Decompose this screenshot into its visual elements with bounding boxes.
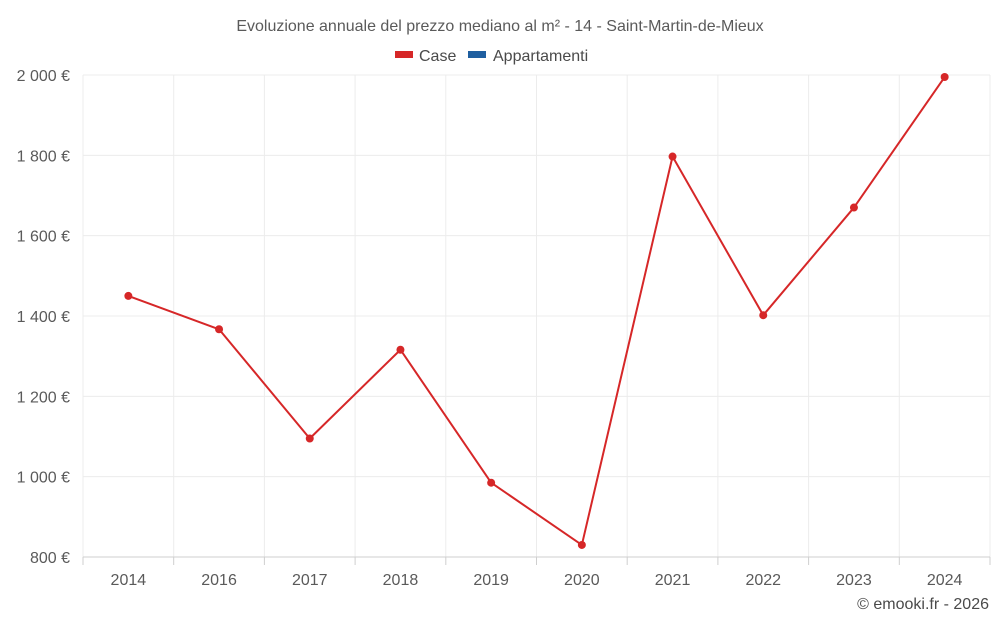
y-axis: 800 € 1 000 € 1 200 € 1 400 € 1 600 € 1 800 €… (17, 68, 70, 567)
legend-label: Appartamenti (493, 48, 588, 65)
legend-swatch (468, 51, 486, 58)
x-tick-label: 2014 (111, 572, 147, 589)
x-tick-label: 2023 (836, 572, 872, 589)
data-point (305, 434, 314, 443)
x-tick-label: 2021 (655, 572, 691, 589)
x-tick-label: 2018 (383, 572, 419, 589)
data-point (487, 478, 496, 487)
grid (82, 74, 991, 557)
data-point (124, 291, 133, 300)
data-point (849, 203, 858, 212)
legend-swatch (395, 51, 413, 58)
data-point (396, 345, 405, 354)
y-tick-label: 1 000 € (17, 470, 70, 487)
chart-title: Evoluzione annuale del prezzo mediano al… (236, 18, 763, 35)
y-tick-label: 1 200 € (17, 389, 70, 406)
x-tick-label: 2016 (201, 572, 237, 589)
y-tick-label: 800 € (30, 550, 70, 567)
x-tick-label: 2024 (927, 572, 963, 589)
y-tick-label: 1 600 € (17, 229, 70, 246)
x-tick-label: 2019 (473, 572, 509, 589)
series-line (128, 76, 946, 546)
data-point (215, 325, 224, 334)
data-point (668, 152, 677, 161)
x-tick-label: 2017 (292, 572, 328, 589)
x-tick-label: 2022 (745, 572, 781, 589)
y-tick-label: 2 000 € (17, 68, 70, 85)
x-tick-label: 2020 (564, 572, 600, 589)
data-point (940, 73, 949, 82)
y-tick-label: 1 800 € (17, 148, 70, 165)
series-layer (124, 73, 949, 549)
y-tick-label: 1 400 € (17, 309, 70, 326)
credit-text: © emooki.fr - 2026 (857, 596, 989, 613)
legend: Case Appartamenti (395, 48, 588, 65)
legend-label: Case (419, 48, 456, 65)
data-point (577, 540, 586, 549)
data-point (759, 311, 768, 320)
x-axis: 2014 2016 2017 2018 2019 2020 2021 2022 2023 2024 (82, 556, 991, 589)
